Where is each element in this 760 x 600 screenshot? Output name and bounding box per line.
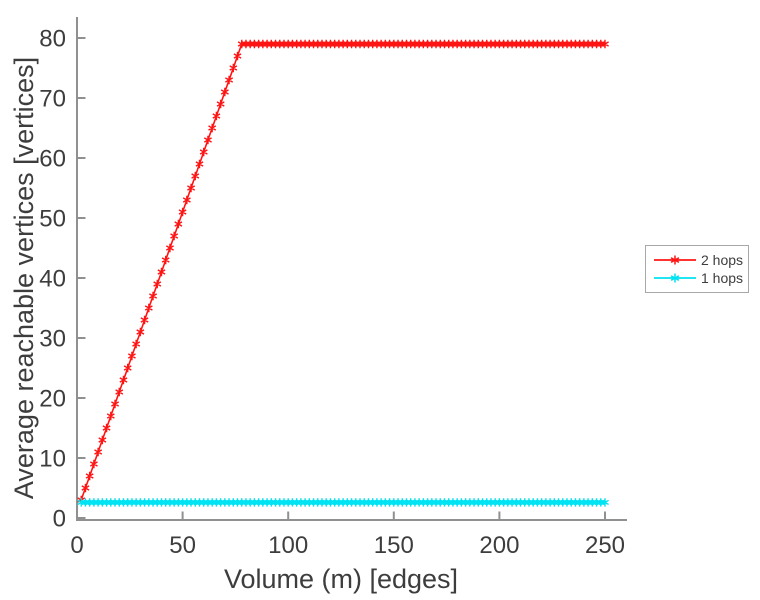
y-tick-label: 60	[39, 146, 66, 173]
y-tick-label: 70	[39, 86, 66, 113]
axes-layer: 0 50 100 150 200 250 0 10 20 30 40 50 60 70 80	[39, 17, 627, 559]
legend: 2 hops 1 hops	[645, 245, 749, 293]
x-tick-label: 200	[479, 532, 519, 559]
x-axis-label: Volume (m) [edges]	[224, 564, 458, 594]
y-tick-label: 80	[39, 26, 66, 53]
legend-item-2-hops: 2 hops	[652, 253, 744, 267]
series-1-hops	[77, 498, 609, 507]
y-tick-label: 20	[39, 386, 66, 413]
y-tick-label: 40	[39, 266, 66, 293]
y-tick-label: 30	[39, 326, 66, 353]
series-markers	[77, 498, 609, 507]
legend-line-marker-icon	[654, 273, 696, 283]
y-axis-label: Average reachable vertices [vertices]	[9, 57, 39, 499]
axis-spines	[76, 17, 627, 521]
x-tick-label: 150	[374, 532, 414, 559]
x-tick-label: 100	[268, 532, 308, 559]
legend-item-1-hops: 1 hops	[652, 271, 744, 285]
x-tick-label: 250	[585, 532, 625, 559]
series-layer	[77, 39, 609, 507]
legend-label: 2 hops	[701, 251, 744, 268]
series-line	[80, 43, 605, 501]
y-tick-label: 50	[39, 206, 66, 233]
series-2-hops	[77, 39, 609, 505]
legend-sample-asterisk	[670, 273, 680, 283]
legend-line-marker-icon	[654, 255, 696, 265]
series-markers	[77, 39, 609, 505]
legend-label: 1 hops	[701, 270, 744, 287]
x-tick-label: 50	[169, 532, 196, 559]
x-tick-label: 0	[70, 532, 83, 559]
legend-sample-asterisk	[670, 255, 680, 265]
y-tick-label: 10	[39, 446, 66, 473]
y-tick-label: 0	[53, 506, 66, 533]
